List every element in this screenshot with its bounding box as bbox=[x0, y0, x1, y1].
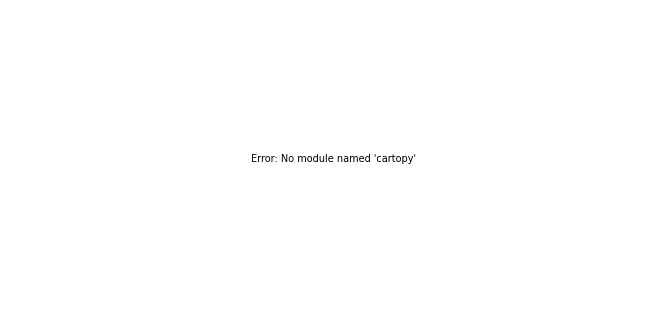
Text: Error: No module named 'cartopy': Error: No module named 'cartopy' bbox=[251, 154, 415, 164]
